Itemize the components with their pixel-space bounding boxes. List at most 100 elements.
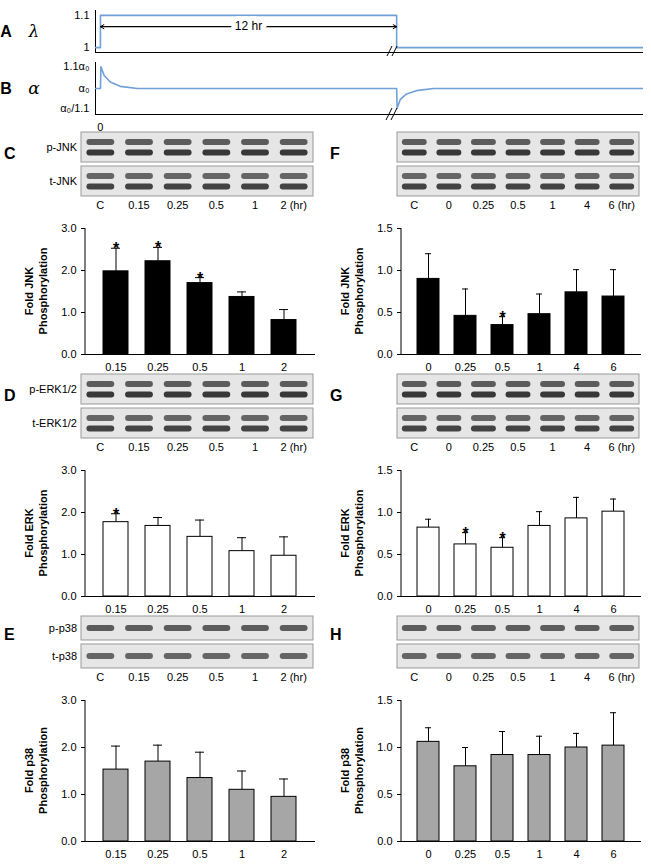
svg-text:0.5: 0.5 [510, 441, 525, 453]
svg-text:1.0: 1.0 [377, 506, 392, 518]
svg-text:0.0: 0.0 [61, 348, 76, 360]
svg-text:Fold JNK: Fold JNK [339, 267, 351, 315]
svg-text:1: 1 [83, 41, 89, 53]
svg-text:0.5: 0.5 [192, 603, 207, 615]
svg-text:4: 4 [573, 603, 579, 615]
svg-text:1.5: 1.5 [377, 694, 392, 706]
svg-text:Phosphorylation: Phosphorylation [353, 489, 365, 576]
svg-text:1: 1 [550, 671, 556, 683]
svg-text:2 (hr): 2 (hr) [281, 199, 307, 211]
svg-text:2: 2 [281, 603, 287, 615]
svg-text:1: 1 [550, 199, 556, 211]
svg-text:0.15: 0.15 [128, 441, 149, 453]
svg-text:6: 6 [610, 848, 616, 860]
svg-text:1.1α₀: 1.1α₀ [63, 60, 89, 72]
svg-text:6 (hr): 6 (hr) [609, 671, 635, 683]
svg-text:0.0: 0.0 [377, 590, 392, 602]
svg-text:*: * [113, 506, 120, 523]
svg-text:0.5: 0.5 [209, 199, 224, 211]
svg-text:1: 1 [239, 361, 245, 373]
svg-text:1.0: 1.0 [61, 306, 76, 318]
svg-text:3.0: 3.0 [61, 222, 76, 234]
svg-text:0.0: 0.0 [377, 835, 392, 847]
svg-text:0.25: 0.25 [455, 848, 476, 860]
svg-text:1.0: 1.0 [377, 741, 392, 753]
svg-text:2: 2 [281, 361, 287, 373]
svg-text:B: B [0, 80, 12, 97]
svg-text:0.5: 0.5 [495, 361, 510, 373]
svg-text:0.5: 0.5 [495, 848, 510, 860]
svg-text:0.5: 0.5 [377, 788, 392, 800]
svg-text:0.0: 0.0 [61, 835, 76, 847]
svg-text:C: C [96, 671, 104, 683]
svg-text:0.25: 0.25 [167, 441, 188, 453]
svg-text:1: 1 [239, 848, 245, 860]
svg-text:0.25: 0.25 [455, 361, 476, 373]
svg-text:6: 6 [610, 603, 616, 615]
svg-text:C: C [410, 199, 418, 211]
svg-text:1: 1 [239, 603, 245, 615]
svg-text:3.0: 3.0 [61, 694, 76, 706]
svg-text:0: 0 [425, 361, 431, 373]
svg-text:F: F [330, 145, 340, 162]
svg-text:1: 1 [252, 671, 258, 683]
svg-text:1: 1 [252, 199, 258, 211]
svg-text:4: 4 [584, 671, 590, 683]
svg-text:0: 0 [425, 603, 431, 615]
svg-text:2 (hr): 2 (hr) [281, 441, 307, 453]
svg-text:C: C [96, 199, 104, 211]
svg-text:λ: λ [28, 21, 40, 41]
svg-text:0.25: 0.25 [167, 671, 188, 683]
svg-text:1.5: 1.5 [377, 464, 392, 476]
svg-text:Phosphorylation: Phosphorylation [353, 247, 365, 334]
svg-text:*: * [499, 530, 506, 547]
svg-text:2: 2 [281, 848, 287, 860]
svg-text:H: H [330, 626, 342, 643]
svg-text:C: C [410, 441, 418, 453]
svg-text:0.25: 0.25 [147, 848, 168, 860]
svg-text:2.0: 2.0 [61, 506, 76, 518]
svg-text:6 (hr): 6 (hr) [609, 441, 635, 453]
svg-text:D: D [4, 387, 16, 404]
svg-text:p-p38: p-p38 [49, 622, 77, 634]
svg-text:2 (hr): 2 (hr) [281, 671, 307, 683]
svg-text:Phosphorylation: Phosphorylation [37, 247, 49, 334]
svg-text:1.1: 1.1 [74, 9, 89, 21]
svg-text:Fold p38: Fold p38 [23, 748, 35, 793]
svg-text:0.25: 0.25 [473, 671, 494, 683]
svg-text:C: C [410, 671, 418, 683]
svg-text:Fold ERK: Fold ERK [339, 508, 351, 558]
svg-text:1.5: 1.5 [377, 222, 392, 234]
svg-text:4: 4 [584, 199, 590, 211]
svg-text:0.0: 0.0 [61, 590, 76, 602]
svg-text:*: * [155, 239, 162, 256]
svg-text:α₀/1.1: α₀/1.1 [60, 102, 89, 114]
svg-text:E: E [4, 626, 15, 643]
svg-text:0.5: 0.5 [192, 361, 207, 373]
svg-text:Fold p38: Fold p38 [339, 748, 351, 793]
svg-text:C: C [4, 145, 16, 162]
svg-text:Phosphorylation: Phosphorylation [37, 489, 49, 576]
svg-text:0.15: 0.15 [105, 361, 126, 373]
svg-text:2.0: 2.0 [61, 264, 76, 276]
svg-text:0.15: 0.15 [128, 199, 149, 211]
svg-text:1: 1 [536, 848, 542, 860]
svg-text:*: * [113, 240, 120, 257]
svg-text:0.15: 0.15 [105, 848, 126, 860]
svg-text:*: * [462, 525, 469, 542]
svg-text:Phosphorylation: Phosphorylation [37, 727, 49, 814]
svg-text:1: 1 [536, 603, 542, 615]
svg-text:0: 0 [446, 441, 452, 453]
svg-text:0.25: 0.25 [147, 603, 168, 615]
svg-text:0: 0 [446, 671, 452, 683]
svg-text:G: G [330, 387, 342, 404]
svg-text:1: 1 [550, 441, 556, 453]
svg-text:1: 1 [536, 361, 542, 373]
svg-text:4: 4 [584, 441, 590, 453]
svg-text:*: * [197, 270, 204, 287]
svg-text:0.25: 0.25 [473, 199, 494, 211]
svg-text:0.5: 0.5 [209, 441, 224, 453]
svg-text:0.5: 0.5 [192, 848, 207, 860]
svg-text:Fold ERK: Fold ERK [23, 508, 35, 558]
svg-text:A: A [0, 23, 12, 40]
